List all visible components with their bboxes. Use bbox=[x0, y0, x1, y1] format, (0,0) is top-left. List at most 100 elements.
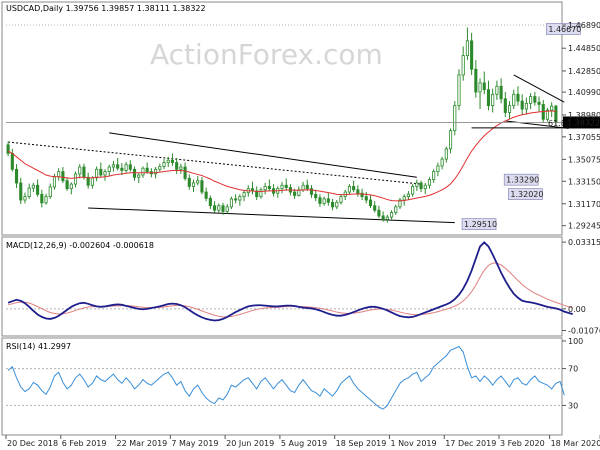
rsi-y-tick-label: 100 bbox=[568, 337, 583, 346]
x-tick-label: 22 Mar 2019 bbox=[117, 439, 168, 448]
price-y-tick-label: 1.42850 bbox=[568, 67, 600, 76]
macd-panel-title: MACD(12,26,9) -0.002604 -0.000618 bbox=[6, 241, 154, 250]
candle-body bbox=[255, 190, 259, 198]
candle-body bbox=[44, 196, 48, 204]
trendline bbox=[513, 74, 565, 103]
candle-body bbox=[495, 85, 499, 95]
price-callout-labels: 1.46670 1.33290 1.32020 1.29510 bbox=[461, 23, 581, 230]
candle-body bbox=[331, 201, 335, 208]
candle-body bbox=[507, 105, 512, 113]
candle-body bbox=[284, 184, 288, 188]
candle-body bbox=[154, 168, 158, 175]
candle-body bbox=[457, 74, 461, 107]
x-tick-label: 5 Aug 2019 bbox=[281, 439, 327, 448]
candle-body bbox=[95, 168, 99, 179]
macd-y-axis: 0.033155 0.00 -0.010769 bbox=[562, 238, 600, 336]
candle-body bbox=[512, 93, 516, 107]
candle-body bbox=[217, 205, 221, 211]
candle-body bbox=[280, 184, 284, 190]
candle-body bbox=[352, 185, 356, 191]
candle-body bbox=[524, 102, 528, 110]
rsi-layer bbox=[6, 345, 565, 410]
current-price-tag-bg bbox=[563, 116, 600, 129]
candle-body bbox=[360, 192, 364, 198]
x-tick-label: 18 Sep 2019 bbox=[336, 439, 387, 448]
candle-body bbox=[368, 199, 373, 207]
candle-body bbox=[427, 179, 432, 186]
candle-body bbox=[99, 168, 103, 176]
candle-body bbox=[124, 164, 128, 171]
price-y-tick-label: 1.38980 bbox=[568, 111, 600, 120]
candle-body bbox=[381, 215, 385, 220]
macd-panel-frame bbox=[1, 236, 563, 337]
candle-body bbox=[335, 201, 339, 208]
candle-body bbox=[61, 171, 65, 182]
candle-body bbox=[229, 198, 233, 208]
candle-body bbox=[132, 168, 137, 178]
macd-y-tick-label: 0.00 bbox=[568, 305, 586, 314]
candle-body bbox=[31, 184, 35, 189]
macd-y-tick-label: -0.010769 bbox=[568, 327, 600, 336]
candle-body bbox=[529, 96, 533, 104]
candle-body bbox=[406, 193, 410, 198]
candle-body bbox=[137, 174, 141, 178]
candle-body bbox=[461, 55, 465, 76]
candle-body bbox=[187, 178, 191, 187]
candle-body bbox=[73, 173, 78, 185]
candle-body bbox=[301, 184, 305, 191]
candle-body bbox=[385, 216, 389, 220]
candle-body bbox=[516, 93, 520, 102]
candle-body bbox=[82, 166, 86, 178]
current-price-tag-label: 1.38322 bbox=[567, 118, 600, 127]
rsi-y-axis: 100 70 30 bbox=[562, 337, 583, 410]
candle-body bbox=[356, 189, 360, 194]
candle-body bbox=[533, 96, 537, 103]
candle-body bbox=[419, 182, 423, 190]
fib-label: 61.8 bbox=[548, 119, 566, 128]
rsi-y-tick-label: 30 bbox=[568, 401, 578, 410]
price-y-tick-label: 1.37055 bbox=[568, 133, 600, 142]
candle-body bbox=[6, 144, 10, 154]
candle-body bbox=[213, 205, 217, 211]
candle-body bbox=[116, 164, 120, 169]
candle-body bbox=[389, 212, 394, 218]
price-callout-text: 1.32020 bbox=[510, 190, 543, 199]
price-y-tick-label: 1.33150 bbox=[568, 177, 600, 186]
candle-body bbox=[394, 206, 398, 213]
rsi-line bbox=[7, 345, 565, 410]
macd-line bbox=[7, 241, 573, 322]
candle-body bbox=[86, 176, 90, 186]
price-callout-box bbox=[461, 218, 497, 230]
price-reference-lines: 61.8 1.38322 bbox=[6, 116, 600, 129]
candle-body bbox=[103, 171, 107, 176]
candle-body bbox=[486, 89, 491, 107]
x-tick-label: 20 Jun 2019 bbox=[226, 439, 274, 448]
candle-body bbox=[221, 205, 225, 212]
price-y-axis: 1.46890 1.44850 1.42850 1.40990 1.38980 1.370… bbox=[562, 21, 600, 231]
price-y-tick-label: 1.46890 bbox=[568, 21, 600, 30]
price-callout-text: 1.33290 bbox=[506, 176, 539, 185]
candle-body bbox=[208, 197, 212, 207]
candle-body bbox=[111, 164, 116, 168]
candle-body bbox=[474, 68, 478, 93]
candle-body bbox=[402, 196, 406, 201]
candle-body bbox=[267, 185, 271, 190]
candle-body bbox=[259, 189, 263, 198]
candle-body bbox=[415, 182, 419, 187]
price-panel-frame bbox=[1, 1, 563, 236]
candle-body bbox=[141, 167, 145, 176]
x-tick-label: 18 Mar 2020 bbox=[551, 439, 600, 448]
price-y-tick-label: 1.31170 bbox=[568, 200, 600, 209]
candle-body bbox=[23, 196, 27, 201]
x-tick-label: 3 Feb 2020 bbox=[500, 439, 545, 448]
candle-body bbox=[318, 197, 322, 204]
trendline bbox=[109, 132, 417, 178]
candle-body bbox=[470, 40, 474, 70]
candle-body bbox=[27, 187, 31, 198]
candle-body bbox=[499, 85, 503, 100]
price-callout-text: 1.29510 bbox=[464, 220, 497, 229]
price-callout-text: 1.46670 bbox=[548, 25, 581, 34]
candle-body bbox=[478, 82, 482, 93]
candle-body bbox=[48, 186, 52, 198]
